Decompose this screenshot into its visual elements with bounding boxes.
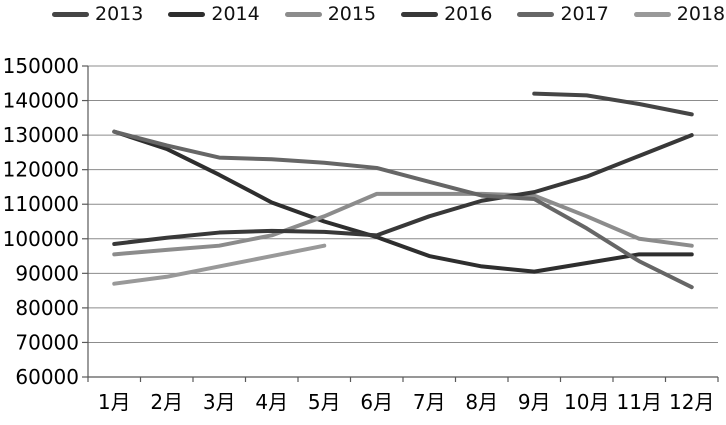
legend-item-2013: 2013	[52, 5, 143, 24]
y-axis-label: 120000	[3, 158, 79, 182]
series-line-2016	[112, 133, 694, 246]
series-line-2015	[112, 191, 694, 257]
legend-marker-icon	[401, 12, 439, 17]
legend-marker-icon	[633, 12, 671, 17]
x-axis-label: 6月	[360, 390, 393, 414]
legend-item-2016: 2016	[401, 5, 492, 24]
legend-label: 2014	[211, 3, 260, 25]
y-axis-label: 130000	[3, 123, 79, 147]
series-line-2013	[532, 91, 694, 117]
x-axis-label: 2月	[150, 390, 183, 414]
series-line-2014	[112, 129, 694, 274]
x-axis-label: 3月	[203, 390, 236, 414]
legend-marker-icon	[168, 12, 206, 17]
y-axis-label: 70000	[15, 330, 79, 354]
legend-label: 2016	[444, 3, 493, 25]
legend-item-2017: 2017	[517, 3, 609, 25]
x-axis-label: 12月	[669, 390, 714, 414]
x-axis-label: 10月	[564, 390, 609, 414]
series-line-2017	[112, 129, 694, 290]
y-axis-label: 90000	[15, 261, 79, 285]
y-axis-label: 110000	[3, 192, 79, 216]
chart-legend: 2013 2014 2015 2016 2017 2018	[52, 5, 726, 24]
y-axis-label: 140000	[3, 89, 79, 113]
legend-item-2018: 2018	[633, 3, 726, 25]
legend-marker-icon	[284, 12, 322, 17]
x-axis-label: 5月	[308, 390, 341, 414]
legend-marker-icon	[517, 12, 555, 17]
legend-item-2014: 2014	[168, 3, 260, 25]
legend-label: 2017	[560, 3, 609, 25]
y-axis-label: 100000	[3, 227, 79, 251]
x-axis-label: 4月	[255, 390, 288, 414]
x-axis-label: 7月	[413, 390, 446, 414]
y-axis-label: 150000	[3, 54, 79, 78]
x-axis-label: 1月	[98, 390, 131, 414]
legend-item-2015: 2015	[284, 3, 377, 25]
legend-marker-icon	[52, 12, 89, 17]
x-axis-label: 9月	[518, 390, 551, 414]
legend-label: 2013	[95, 3, 144, 25]
x-axis-label: 8月	[465, 390, 498, 414]
y-axis-label: 60000	[15, 365, 79, 389]
legend-label: 2018	[676, 3, 726, 25]
legend-label: 2015	[327, 3, 377, 25]
x-axis-label: 11月	[617, 390, 662, 414]
y-axis-label: 80000	[15, 296, 79, 320]
series-line-2018	[112, 243, 327, 286]
